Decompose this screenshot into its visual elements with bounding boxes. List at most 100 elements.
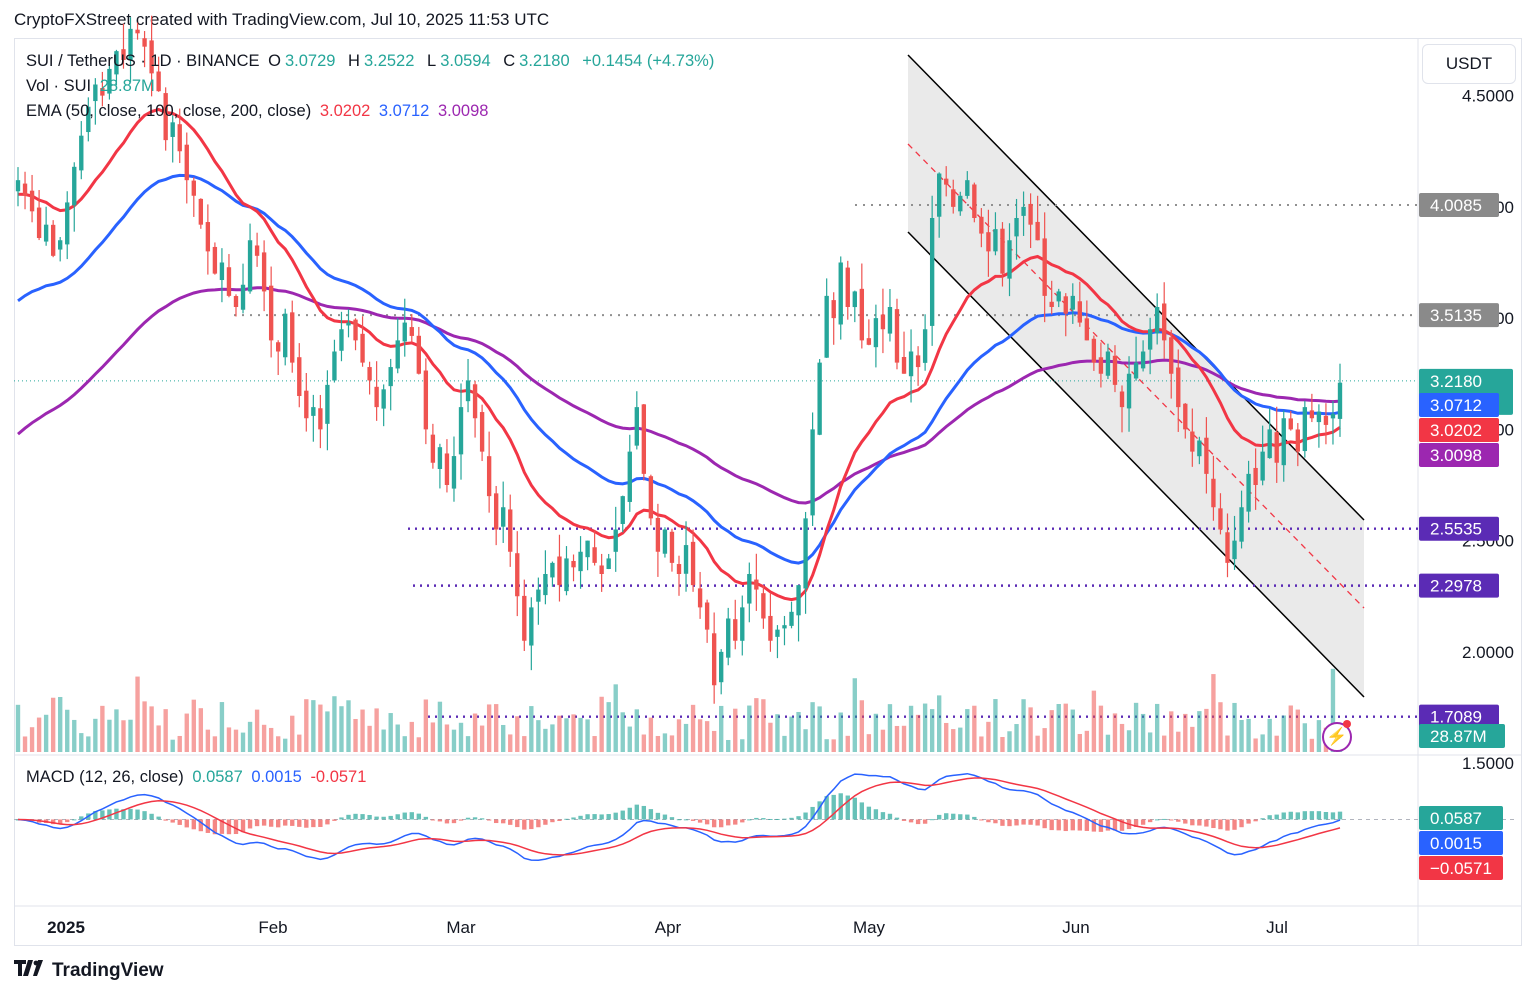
level-tag-2.5535-text: 2.5535 xyxy=(1430,520,1482,539)
tv-logo-icon xyxy=(14,960,44,982)
candle-body xyxy=(634,407,639,446)
volume-bar xyxy=(1133,702,1139,752)
volume-bar xyxy=(72,719,77,752)
chart-header-title: CryptoFXStreet created with TradingView.… xyxy=(14,10,550,29)
macd-histogram-bar xyxy=(367,814,372,820)
time-label-Feb: Feb xyxy=(258,918,287,937)
volume-bar xyxy=(486,704,492,752)
volume-bar xyxy=(1098,705,1104,752)
macd-histogram-bar xyxy=(1042,819,1047,829)
volume-bar xyxy=(529,706,534,752)
volume-bar xyxy=(325,711,330,752)
macd-histogram-bar xyxy=(613,812,618,820)
volume-bar xyxy=(93,718,98,752)
candle-body xyxy=(121,49,126,61)
candle-body xyxy=(1007,240,1012,279)
volume-bar xyxy=(1169,711,1174,752)
volume-bar xyxy=(993,699,998,752)
macd-histogram-bar xyxy=(177,819,182,825)
candle-body xyxy=(486,456,492,497)
macd-histogram-bar xyxy=(311,819,316,828)
candle-body xyxy=(15,180,21,192)
currency-button[interactable]: USDT xyxy=(1422,44,1516,84)
macd-histogram-bar xyxy=(515,819,520,828)
macd-histogram-bar xyxy=(1267,815,1272,820)
macd-pane xyxy=(14,772,1518,862)
candle-body xyxy=(1070,295,1075,310)
volume-bar xyxy=(648,717,654,752)
tradingview-logo[interactable]: TradingView xyxy=(14,960,164,982)
price-tick-label: 1.5000 xyxy=(1462,754,1514,773)
volume-bar xyxy=(1211,674,1216,752)
macd-histogram-bar xyxy=(873,809,879,820)
volume-bar xyxy=(163,709,168,752)
candle-body xyxy=(318,408,323,430)
volume-bar xyxy=(1246,718,1251,752)
level-tag-3.5135: 3.5135 xyxy=(1419,303,1499,328)
volume-bar xyxy=(676,719,682,752)
candle-body xyxy=(416,335,421,374)
macd-histogram-bar xyxy=(697,819,703,823)
candle-body xyxy=(149,40,154,74)
candle-body xyxy=(290,312,295,363)
macd-histogram-bar xyxy=(908,819,914,823)
candle-body xyxy=(704,602,710,630)
macd-histogram-bar xyxy=(290,819,295,826)
macd-histogram-bar xyxy=(733,819,738,825)
volume-bar xyxy=(915,714,921,752)
candle-body xyxy=(184,144,189,181)
candle-body xyxy=(866,338,872,345)
volume-bar xyxy=(177,735,182,752)
volume-bar xyxy=(845,735,850,752)
candle-body xyxy=(690,541,696,586)
volume-bar xyxy=(1239,719,1244,752)
macd-histogram-bar xyxy=(493,819,499,824)
macd-histogram-bar xyxy=(212,819,218,835)
macd-histogram-bar xyxy=(768,818,773,820)
candle-body xyxy=(761,593,766,619)
volume-bar xyxy=(142,701,147,752)
candle-body xyxy=(1295,429,1300,452)
volume-bar xyxy=(493,704,499,752)
volume-bar xyxy=(1162,735,1167,752)
open-value: 3.0729 xyxy=(284,52,336,70)
macd-histogram-bar xyxy=(458,819,464,821)
volume-bar xyxy=(543,728,548,752)
volume-bar xyxy=(346,700,351,752)
macd-histogram-bar xyxy=(522,819,527,830)
macd-histogram-bar xyxy=(156,816,161,820)
volume-bar xyxy=(733,708,738,752)
macd-histogram-bar xyxy=(1274,814,1279,820)
macd-histogram-bar xyxy=(1302,811,1308,820)
macd-signal-value: 0.0015 xyxy=(251,768,302,786)
level-tag-4.0085-text: 4.0085 xyxy=(1430,196,1482,215)
volume-bar xyxy=(627,726,632,752)
macd-histogram-bar xyxy=(922,819,928,824)
candle-body xyxy=(543,574,548,596)
volume-bar xyxy=(683,723,689,752)
candle-body xyxy=(1056,291,1061,302)
candle-body xyxy=(114,51,119,75)
macd-histogram-bar xyxy=(508,819,513,825)
macd-histogram-bar xyxy=(325,819,330,825)
macd-histogram-bar xyxy=(761,818,766,820)
volume-bar xyxy=(451,729,457,752)
candle-body xyxy=(683,545,689,574)
candle-body xyxy=(325,384,330,424)
candle-body xyxy=(36,207,42,239)
candle-body xyxy=(711,633,717,686)
volume-bar xyxy=(831,739,836,752)
macd-histogram-bar xyxy=(226,819,232,835)
macd-histogram-bar xyxy=(944,813,949,820)
macd-histogram-bar xyxy=(1028,819,1033,825)
candle-body xyxy=(993,229,998,252)
macd-histogram-bar xyxy=(634,804,639,820)
macd-histogram-bar xyxy=(1000,819,1005,826)
volume-tag: 28.87M xyxy=(1419,724,1505,748)
volume-bar xyxy=(768,722,773,752)
candle-body xyxy=(873,318,879,348)
macd-histogram-bar xyxy=(1035,819,1040,826)
volume-bar xyxy=(212,736,218,752)
candle-body xyxy=(831,300,836,319)
